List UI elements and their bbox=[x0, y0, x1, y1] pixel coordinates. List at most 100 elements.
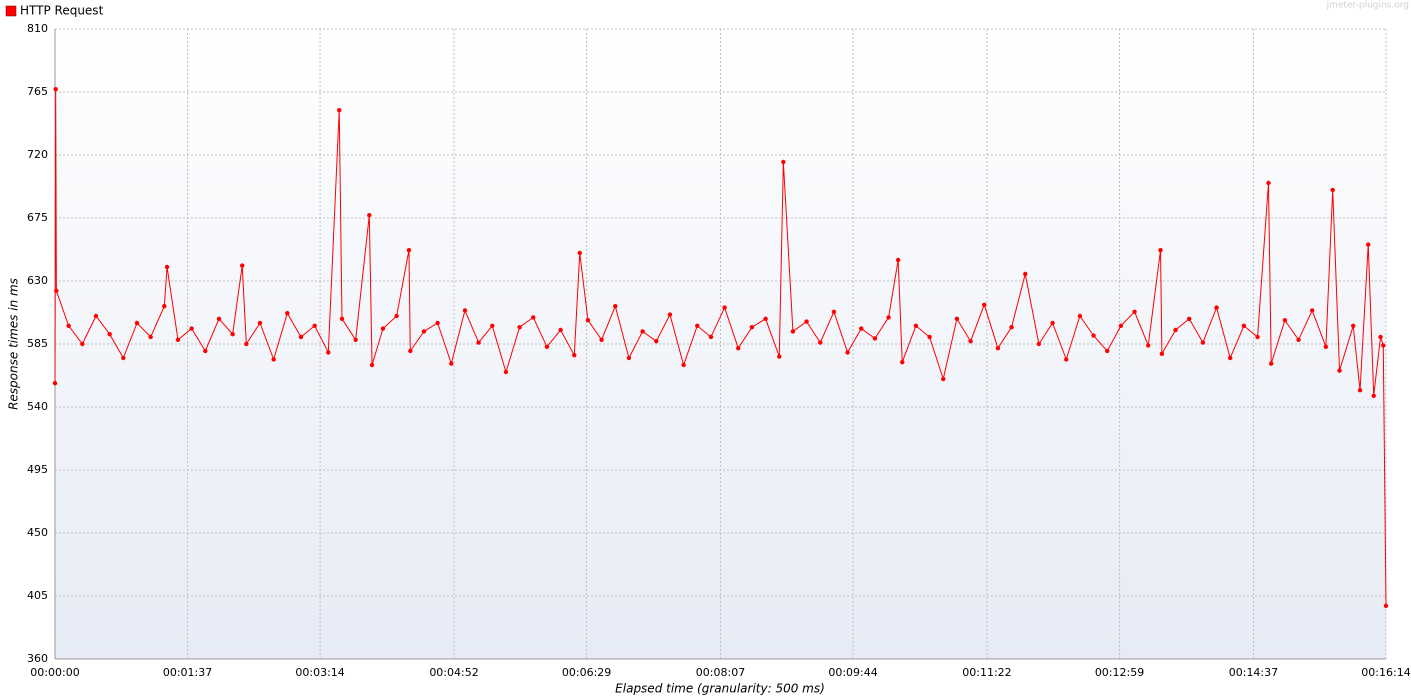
data-point bbox=[804, 319, 809, 324]
data-point bbox=[1091, 333, 1096, 338]
data-point bbox=[1118, 323, 1124, 328]
data-point bbox=[503, 369, 509, 375]
data-point bbox=[369, 362, 375, 368]
data-point bbox=[1266, 180, 1271, 186]
data-point bbox=[1310, 308, 1315, 313]
data-point bbox=[312, 323, 317, 328]
data-point bbox=[1337, 368, 1342, 373]
x-tick-label: 00:00:00 bbox=[30, 666, 79, 679]
data-point bbox=[749, 325, 755, 330]
legend-label: HTTP Request bbox=[20, 4, 104, 18]
data-point bbox=[54, 288, 59, 293]
data-point bbox=[941, 376, 946, 382]
data-point bbox=[462, 308, 468, 313]
data-point bbox=[927, 334, 932, 340]
data-point bbox=[1296, 337, 1301, 342]
data-point bbox=[52, 381, 58, 386]
data-point bbox=[1378, 334, 1383, 340]
x-tick-label: 00:01:37 bbox=[163, 666, 212, 679]
data-point bbox=[667, 312, 673, 317]
y-tick-label: 360 bbox=[27, 652, 48, 665]
legend-swatch bbox=[5, 5, 17, 17]
data-point bbox=[517, 325, 522, 330]
data-point bbox=[900, 360, 905, 365]
data-point bbox=[1357, 388, 1363, 393]
data-point bbox=[1241, 323, 1247, 328]
data-point bbox=[968, 339, 973, 344]
data-point bbox=[613, 304, 618, 309]
data-point bbox=[695, 323, 700, 328]
data-point bbox=[777, 354, 782, 359]
data-point bbox=[394, 313, 399, 319]
data-point bbox=[1323, 344, 1329, 349]
data-point bbox=[681, 362, 686, 368]
data-point bbox=[1132, 309, 1137, 314]
data-point bbox=[1371, 393, 1376, 398]
data-point bbox=[558, 327, 563, 333]
data-point bbox=[134, 320, 140, 326]
data-point bbox=[895, 257, 901, 263]
x-tick-label: 00:16:14 bbox=[1361, 666, 1410, 679]
data-point bbox=[640, 329, 645, 334]
data-point bbox=[189, 326, 194, 331]
data-point bbox=[845, 350, 850, 355]
data-point bbox=[872, 336, 878, 341]
data-point bbox=[1214, 305, 1219, 310]
y-tick-label: 810 bbox=[27, 22, 48, 35]
data-point bbox=[1187, 316, 1192, 321]
data-point bbox=[577, 250, 582, 256]
data-point bbox=[1159, 351, 1165, 356]
data-point bbox=[244, 341, 249, 347]
data-point bbox=[1023, 271, 1028, 277]
x-tick-label: 00:08:07 bbox=[696, 666, 745, 679]
x-tick-label: 00:14:37 bbox=[1229, 666, 1278, 679]
data-point bbox=[93, 313, 99, 319]
data-point bbox=[859, 326, 864, 331]
data-point bbox=[1351, 323, 1356, 328]
data-point bbox=[107, 332, 112, 337]
data-point bbox=[831, 309, 837, 314]
y-tick-label: 450 bbox=[27, 526, 48, 539]
y-tick-label: 720 bbox=[27, 148, 48, 161]
data-point bbox=[1158, 248, 1163, 253]
data-point bbox=[1036, 341, 1042, 347]
data-point bbox=[818, 340, 823, 345]
data-point bbox=[982, 302, 987, 307]
data-point bbox=[421, 329, 427, 334]
data-point bbox=[599, 337, 604, 342]
data-point bbox=[995, 346, 1001, 351]
watermark: jmeter-plugins.org bbox=[1326, 1, 1409, 11]
data-point bbox=[585, 318, 591, 323]
data-point bbox=[353, 337, 358, 342]
data-point bbox=[1146, 343, 1151, 348]
data-point bbox=[490, 323, 495, 328]
data-point bbox=[1105, 348, 1110, 354]
data-point bbox=[148, 334, 153, 340]
y-axis-label: Response times in ms bbox=[7, 278, 21, 410]
data-point bbox=[572, 353, 577, 358]
data-point bbox=[781, 159, 786, 165]
data-point bbox=[736, 346, 741, 351]
data-point bbox=[1381, 343, 1386, 348]
data-point bbox=[1050, 320, 1055, 326]
data-point bbox=[298, 334, 304, 340]
data-point bbox=[913, 323, 919, 328]
y-tick-label: 405 bbox=[27, 589, 48, 602]
data-point bbox=[175, 337, 181, 342]
data-point bbox=[954, 316, 960, 321]
data-point bbox=[626, 355, 632, 361]
data-point bbox=[790, 329, 796, 334]
data-point bbox=[162, 304, 167, 309]
data-point bbox=[1255, 334, 1260, 340]
data-point bbox=[531, 315, 536, 320]
data-point bbox=[380, 326, 386, 331]
data-point bbox=[708, 334, 714, 340]
data-point bbox=[367, 213, 372, 218]
data-point bbox=[216, 316, 222, 321]
y-tick-label: 765 bbox=[27, 85, 48, 98]
data-point bbox=[406, 248, 412, 253]
x-tick-label: 00:11:22 bbox=[962, 666, 1011, 679]
x-tick-label: 00:06:29 bbox=[562, 666, 611, 679]
data-point bbox=[408, 348, 413, 354]
data-point bbox=[476, 340, 481, 345]
